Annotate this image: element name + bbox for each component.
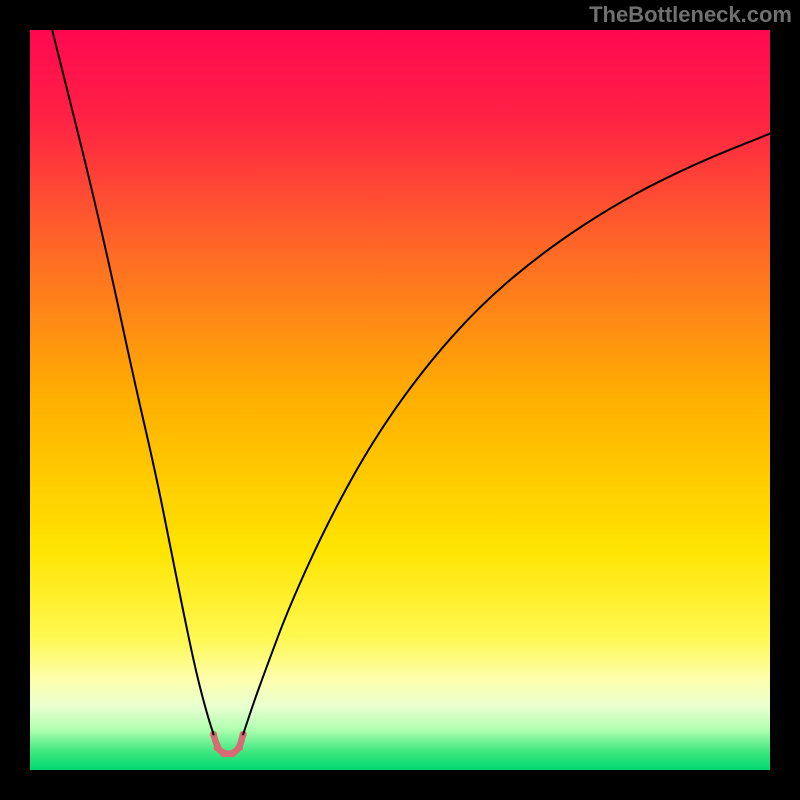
- valley-dot: [229, 750, 236, 757]
- valley-dot: [236, 744, 243, 751]
- curve-right-branch: [243, 134, 770, 735]
- plot-area: [30, 30, 770, 770]
- chart-frame: TheBottleneck.com: [0, 0, 800, 800]
- valley-dot: [214, 744, 221, 751]
- valley-dot: [220, 750, 227, 757]
- bottleneck-curves-svg: [30, 30, 770, 770]
- curve-left-branch: [52, 30, 213, 734]
- watermark-text: TheBottleneck.com: [589, 2, 792, 28]
